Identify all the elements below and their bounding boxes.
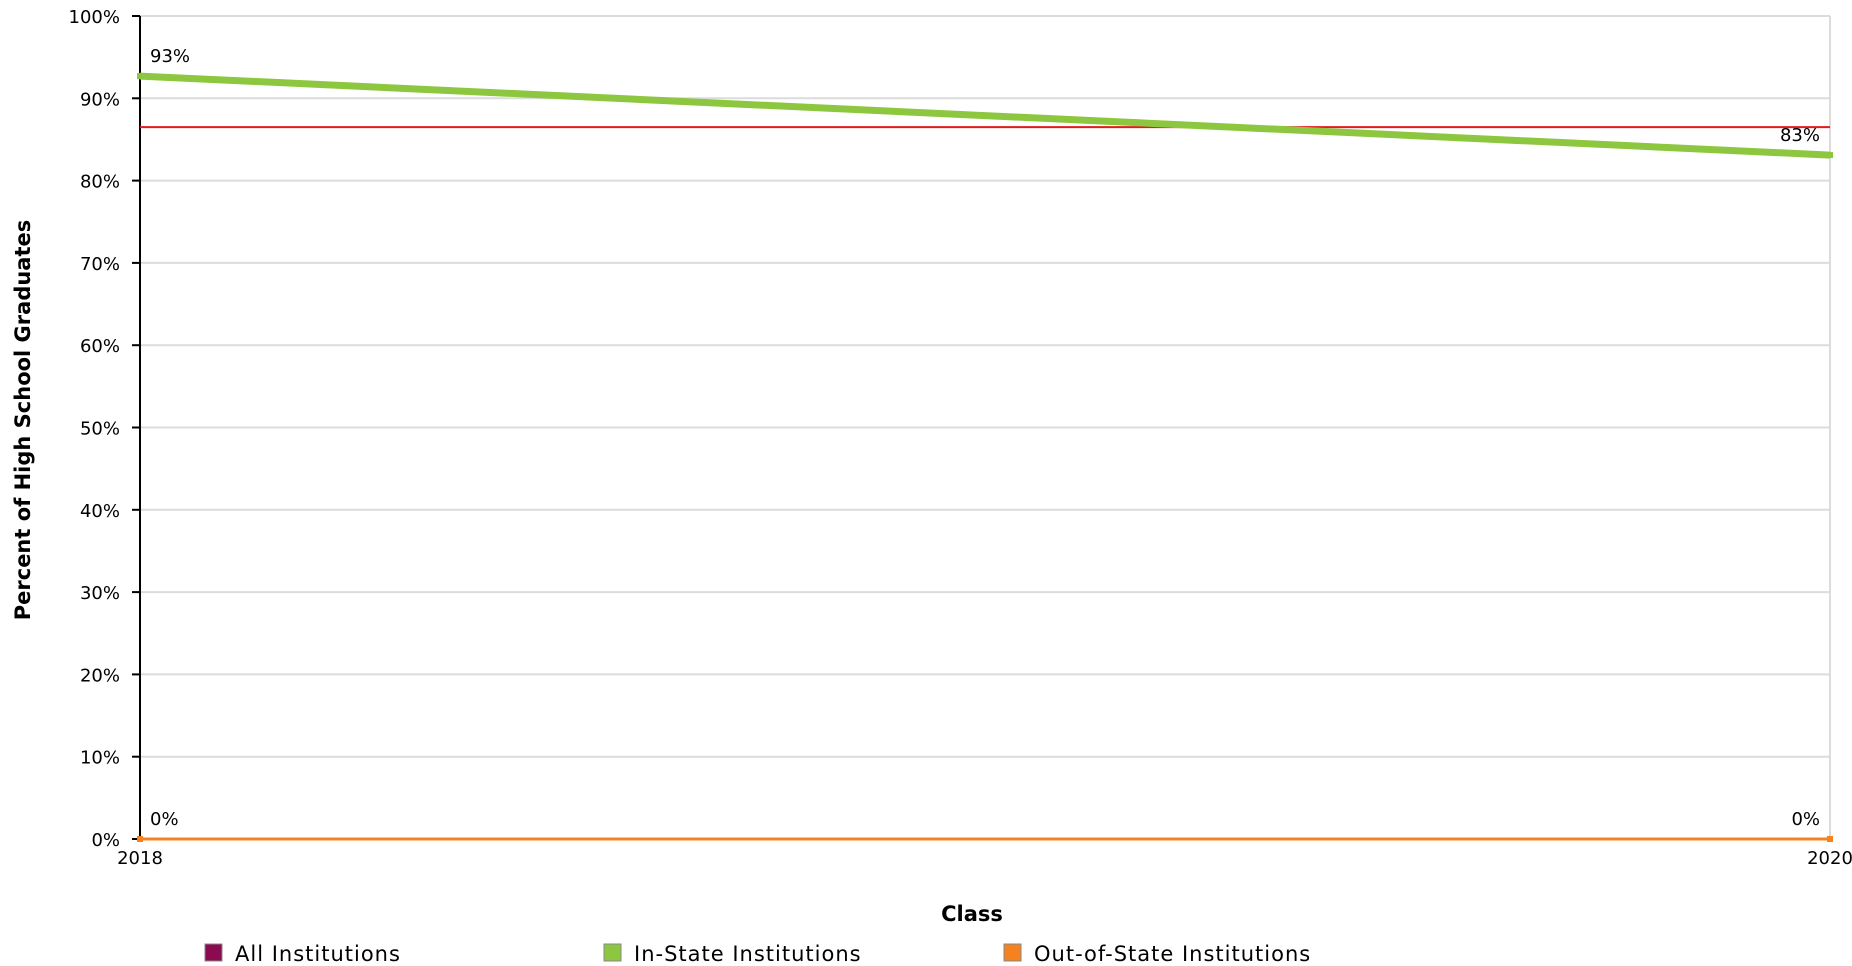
y-tick-label: 90%	[80, 89, 120, 110]
y-tick-label: 20%	[80, 665, 120, 686]
data-point	[1827, 836, 1833, 842]
y-tick-label: 40%	[80, 501, 120, 522]
legend-swatch	[603, 943, 622, 962]
data-label: 0%	[150, 809, 179, 830]
y-tick-label: 60%	[80, 336, 120, 357]
y-tick-labels: 0% 10% 20% 30% 40% 50% 60% 70% 80% 90% 100%	[69, 7, 120, 851]
y-tick-label: 80%	[80, 172, 120, 193]
y-tick-label: 0%	[91, 830, 120, 851]
y-tick-label: 50%	[80, 419, 120, 440]
x-tick-label: 2018	[117, 848, 163, 869]
legend-item-in-state-institutions[interactable]: In-State Institutions	[603, 942, 862, 966]
x-tick-labels: 2018 2020	[117, 848, 1852, 869]
legend-swatch	[204, 943, 223, 962]
legend-label: All Institutions	[235, 942, 401, 966]
series-line-in-state-institutions	[139, 72, 1831, 159]
data-point	[137, 73, 143, 80]
series-lines	[137, 72, 1833, 842]
grid-lines	[140, 15, 1830, 840]
y-axis-title: Percent of High School Graduates	[11, 220, 35, 621]
data-label: 0%	[1791, 809, 1820, 830]
y-tick-label: 10%	[80, 748, 120, 769]
legend-item-all-institutions[interactable]: All Institutions	[204, 942, 401, 966]
data-label: 93%	[150, 46, 190, 67]
data-point	[137, 836, 143, 842]
y-tick-label: 100%	[69, 7, 120, 28]
data-point	[1827, 152, 1833, 159]
legend-label: In-State Institutions	[634, 942, 862, 966]
y-tick-label: 30%	[80, 583, 120, 604]
legend-item-out-of-state-institutions[interactable]: Out-of-State Institutions	[1003, 942, 1311, 966]
legend-label: Out-of-State Institutions	[1034, 942, 1311, 966]
x-tick-label: 2020	[1807, 848, 1852, 869]
y-tick-label: 70%	[80, 254, 120, 275]
legend-swatch	[1003, 943, 1022, 962]
data-label: 83%	[1780, 125, 1820, 146]
data-labels: 93% 83% 0% 0%	[150, 46, 1820, 830]
legend[interactable]: All Institutions In-State Institutions Out…	[204, 942, 1311, 966]
x-axis-title: Class	[941, 902, 1003, 926]
